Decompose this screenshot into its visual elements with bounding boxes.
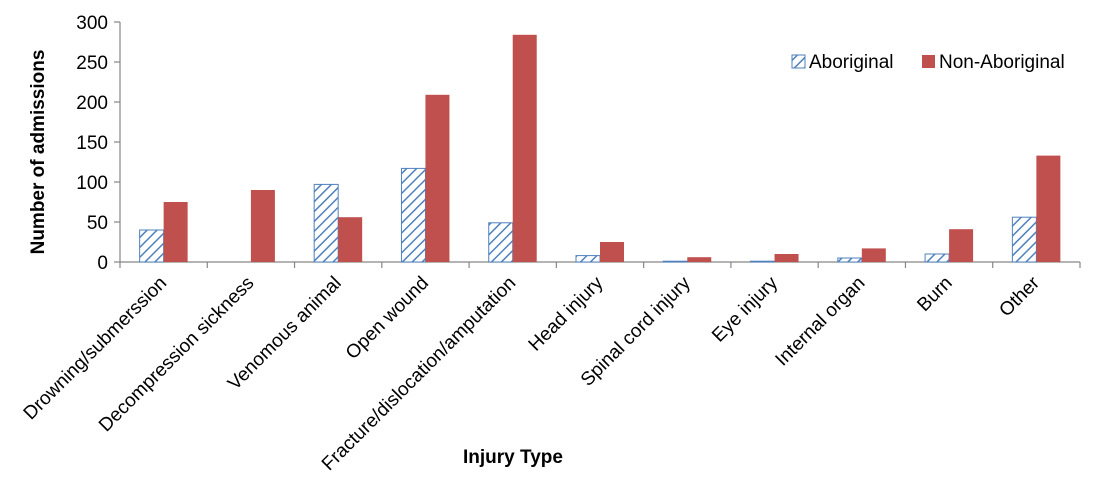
bar-aboriginal [488, 222, 514, 263]
x-axis [119, 261, 1081, 268]
bar-non-aboriginal [512, 34, 537, 262]
bar-non-aboriginal [250, 190, 275, 262]
bar-non-aboriginal [949, 229, 974, 262]
x-category-label: Drowning/submerssion [20, 273, 171, 424]
bar-non-aboriginal [687, 257, 712, 262]
bar-aboriginal [313, 183, 339, 263]
legend-swatch-aboriginal [791, 54, 806, 69]
x-category-label: Eye injury [708, 272, 782, 346]
y-tick-label: 250 [76, 53, 108, 74]
y-tick-label: 300 [76, 13, 108, 34]
x-category-label: Burn [913, 273, 956, 316]
x-axis-title: Injury Type [463, 447, 563, 468]
x-category-label: Open wound [342, 273, 433, 364]
bar-non-aboriginal [774, 254, 799, 262]
bar-non-aboriginal [425, 94, 450, 262]
x-category-label: Internal organ [772, 273, 870, 371]
x-category-label: Other [995, 272, 1044, 321]
bar-non-aboriginal [163, 202, 188, 262]
y-tick-label: 100 [76, 173, 108, 194]
bar-aboriginal [400, 167, 426, 263]
bar-aboriginal [837, 257, 863, 263]
bar-non-aboriginal [338, 217, 363, 262]
bar-non-aboriginal [861, 248, 886, 262]
y-tick-label: 0 [97, 253, 108, 274]
x-category-label: Head injury [525, 272, 608, 355]
bar-aboriginal [1011, 216, 1037, 263]
y-axis: 0 50 100 150 200 250 300 [76, 13, 121, 274]
y-tick-label: 200 [76, 93, 108, 114]
bar-non-aboriginal [600, 242, 624, 262]
x-category-label: Decompression sickness [95, 273, 258, 436]
bars [139, 34, 1061, 263]
y-axis-title: Number of admissions [28, 50, 49, 255]
legend-label-aboriginal: Aboriginal [809, 52, 894, 73]
bar-aboriginal [924, 253, 950, 263]
legend: Aboriginal Non-Aboriginal [791, 52, 1065, 73]
bar-aboriginal [575, 255, 601, 263]
bar-aboriginal [139, 229, 165, 263]
y-tick-label: 150 [76, 133, 108, 154]
legend-label-non-aboriginal: Non-Aboriginal [939, 52, 1065, 73]
legend-swatch-non-aboriginal [922, 55, 935, 68]
x-category-label: Fracture/dislocation/amputation [318, 273, 520, 475]
y-tick-label: 50 [87, 213, 108, 234]
bar-aboriginal [750, 260, 776, 263]
bar-aboriginal [662, 260, 688, 263]
bar-non-aboriginal [1036, 155, 1061, 262]
